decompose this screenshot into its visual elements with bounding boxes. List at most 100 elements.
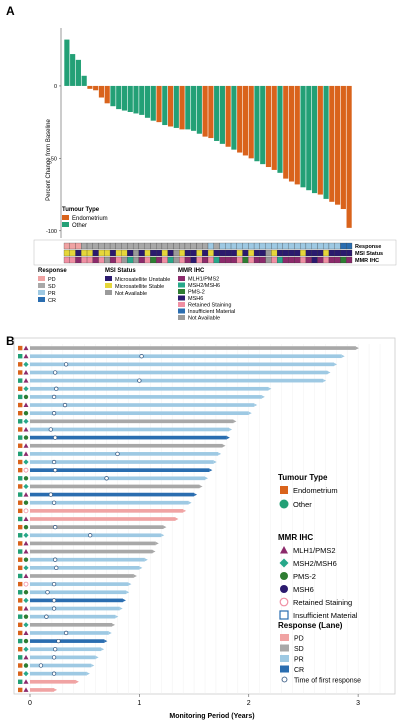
mmr-legend-label: MSH2/MSH6 [188, 283, 220, 289]
response-legend-label: CR [48, 298, 56, 304]
mmr-legend-label: Not Available [188, 316, 220, 322]
mmr-legend-symbol [280, 572, 288, 580]
legend-swatch-other [62, 222, 69, 227]
waterfall-bar [231, 85, 237, 150]
response-cell [259, 242, 266, 250]
response-cell [317, 242, 324, 250]
response-cell [81, 242, 88, 250]
msi-cell [317, 249, 324, 257]
msi-cell [213, 249, 220, 257]
ongoing-arrow [323, 379, 327, 383]
waterfall-bar [81, 75, 87, 86]
swimmer-lane [30, 386, 269, 391]
msi-cell [288, 249, 295, 257]
msi-cell [207, 249, 214, 257]
msi-cell [300, 249, 307, 257]
mmr-swatch [178, 282, 185, 288]
swimmer-lane [30, 590, 127, 595]
ongoing-arrow [334, 362, 338, 366]
msi-cell [156, 249, 163, 257]
waterfall-bar [64, 39, 70, 86]
panel-a-ylabel: Percent Change from Baseline [46, 118, 52, 200]
tumour-marker [18, 524, 23, 530]
mmr-marker [23, 557, 29, 562]
waterfall-bar [98, 85, 105, 98]
msi-swatch [105, 276, 112, 281]
mmr-marker [23, 614, 29, 619]
msi-cell [115, 249, 122, 257]
first-response-marker [51, 500, 57, 505]
swimmer-lane [30, 631, 109, 635]
ongoing-arrow [122, 598, 126, 602]
tumour-marker [18, 451, 23, 457]
msi-cell [346, 249, 353, 257]
response-cell [305, 242, 312, 250]
first-response-marker [63, 362, 69, 367]
mmr-marker [23, 353, 29, 359]
mmr-marker [23, 402, 29, 408]
first-response-marker [51, 411, 57, 416]
panel-b-x-axis: 0 1 2 3 [28, 694, 360, 707]
swimmer-lane [30, 346, 356, 350]
mmr-swatch [178, 276, 185, 281]
msi-cell [138, 249, 145, 257]
mmr-cell [115, 256, 122, 264]
response-cell [98, 242, 105, 250]
response-cell [340, 242, 347, 250]
mmr-marker [23, 549, 29, 554]
response-cell [144, 242, 151, 250]
ongoing-arrow [261, 395, 265, 399]
tumour-marker [18, 581, 23, 587]
mmr-cell [109, 256, 116, 264]
mmr-cell [323, 256, 330, 264]
ongoing-arrow [128, 582, 132, 586]
waterfall-bar [288, 85, 295, 182]
mmr-cell [161, 256, 168, 264]
tumour-marker [18, 614, 23, 619]
first-response-marker [51, 598, 57, 603]
first-response-marker [104, 476, 109, 481]
msi-cell [92, 249, 99, 257]
msi-cell [127, 249, 134, 257]
swimmer-lane [30, 622, 113, 627]
tumour-marker [18, 492, 23, 497]
msi-cell [81, 249, 88, 257]
msi-cell [248, 249, 255, 257]
mmr-marker [23, 451, 29, 456]
response-swatch [38, 276, 45, 281]
response-cell [236, 242, 243, 250]
swimmer-lane [30, 362, 335, 367]
y-tick-label: 0 [54, 84, 57, 90]
mmr-cell [63, 256, 70, 264]
tumour-marker [18, 484, 23, 489]
mmr-marker [23, 622, 29, 628]
mmr-marker [23, 483, 29, 490]
mmr-marker [23, 573, 29, 578]
mmr-cell [196, 256, 203, 264]
ongoing-arrow [152, 550, 156, 554]
mmr-marker [23, 597, 29, 603]
response-cell [346, 242, 353, 250]
mmr-marker [23, 687, 29, 692]
waterfall-bar [133, 85, 139, 114]
mmr-cell [242, 256, 249, 264]
ongoing-arrow [161, 533, 165, 537]
msi-cell [236, 249, 243, 257]
mmr-cell [311, 256, 318, 264]
mmr-legend-symbol [280, 585, 288, 593]
mmr-legend-symbol [280, 546, 288, 554]
mmr-marker [23, 565, 29, 571]
mmr-cell [92, 256, 99, 264]
swimmer-lane [30, 679, 76, 684]
mmr-cell [121, 256, 128, 264]
mmr-marker [23, 378, 29, 383]
tumour-marker [18, 671, 23, 676]
tumour-marker [18, 419, 23, 424]
waterfall-bar [75, 59, 81, 86]
waterfall-bar [196, 85, 202, 134]
response-cell [132, 242, 140, 250]
waterfall-bar [156, 85, 162, 123]
swimmer-lane [30, 452, 219, 456]
mmr-cell [253, 256, 260, 264]
waterfall-bar [93, 85, 99, 91]
